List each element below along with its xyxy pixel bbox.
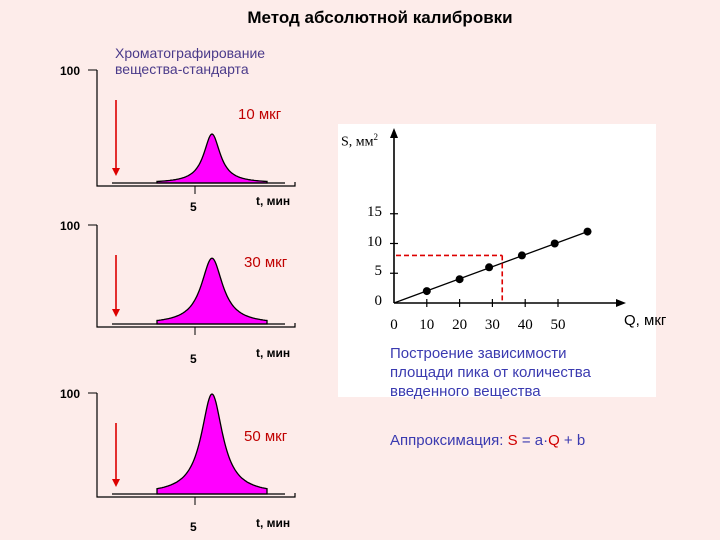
y-axis-arrow — [390, 128, 398, 138]
caption-line-2: площади пика от количества — [390, 364, 591, 381]
x-tick-label: 0 — [390, 317, 398, 333]
approx-suffix: + b — [559, 432, 586, 449]
chromatogram-axes — [96, 393, 296, 498]
calibration-chart — [390, 128, 626, 307]
y-tick-label: 15 — [367, 203, 382, 220]
approximation-formula: Аппроксимация: S = a·Q + b — [390, 432, 585, 449]
chromatogram-3 — [88, 392, 296, 505]
calibration-panel — [338, 124, 656, 397]
injection-arrow-head — [112, 168, 120, 176]
approx-eq: = a· — [517, 432, 549, 449]
data-point — [517, 251, 526, 260]
caption-line-1: Построение зависимости — [390, 345, 567, 362]
injection-arrow-head — [112, 309, 120, 317]
chromatogram-axes — [96, 70, 296, 187]
x-tick-label: 30 — [484, 317, 500, 333]
chromatogram-axes — [96, 225, 296, 328]
approx-prefix: Аппроксимация: — [390, 432, 508, 449]
x-tick-label: 20 — [452, 317, 468, 333]
chromatogram-3-mass-label: 50 мкг — [244, 428, 288, 445]
chromatogram-3-x-label: t, мин — [256, 516, 291, 530]
chromatogram-1 — [88, 69, 296, 194]
data-point — [422, 287, 431, 296]
subtitle-line-2: вещества-стандарта — [115, 61, 249, 77]
chromatogram-1-scale-label: 100 — [60, 64, 81, 78]
approx-Q: Q — [548, 432, 560, 449]
y-axis-label-sup: 2 — [373, 132, 379, 142]
data-point — [583, 227, 592, 236]
page-title: Метод абсолютной калибровки — [247, 8, 513, 27]
x-tick-label: 50 — [550, 317, 566, 333]
data-point — [455, 275, 464, 284]
chromatogram-3-scale-label: 100 — [60, 387, 81, 401]
chromatogram-1-tick-label: 5 — [190, 200, 197, 214]
y-tick-label: 5 — [374, 263, 383, 280]
chromatogram-1-mass-label: 10 мкг — [238, 106, 282, 123]
chromatogram-2-x-label: t, мин — [256, 346, 291, 360]
peak — [156, 133, 268, 184]
data-point — [550, 239, 559, 248]
chromatogram-2 — [88, 224, 296, 335]
x-tick-label: 40 — [517, 317, 533, 333]
subtitle-line-1: Хроматографирование — [115, 45, 266, 61]
caption: Построение зависимости площади пика от к… — [390, 344, 591, 401]
x-tick-label: 10 — [419, 317, 435, 333]
y-tick-label: 0 — [374, 293, 383, 309]
approx-S: S — [507, 432, 518, 449]
data-point — [485, 263, 494, 272]
x-axis-label: Q, мкг — [624, 312, 667, 329]
peak — [156, 257, 268, 325]
y-axis-label: S, мм2 — [341, 132, 378, 151]
chromatogram-2-tick-label: 5 — [190, 352, 197, 366]
chromatogram-1-x-label: t, мин — [256, 194, 291, 208]
injection-arrow-head — [112, 479, 120, 487]
subtitle: Хроматографирование вещества-стандарта — [115, 45, 265, 77]
chromatogram-frames — [88, 69, 296, 505]
peak — [156, 393, 268, 495]
chromatogram-3-tick-label: 5 — [190, 520, 197, 534]
caption-line-3: введенного вещества — [390, 383, 541, 400]
y-tick-label: 10 — [367, 233, 382, 250]
chromatogram-2-mass-label: 30 мкг — [244, 254, 288, 271]
chromatogram-2-scale-label: 100 — [60, 219, 81, 233]
y-axis-label-text: S, мм — [341, 134, 374, 150]
x-axis-arrow — [616, 299, 626, 307]
